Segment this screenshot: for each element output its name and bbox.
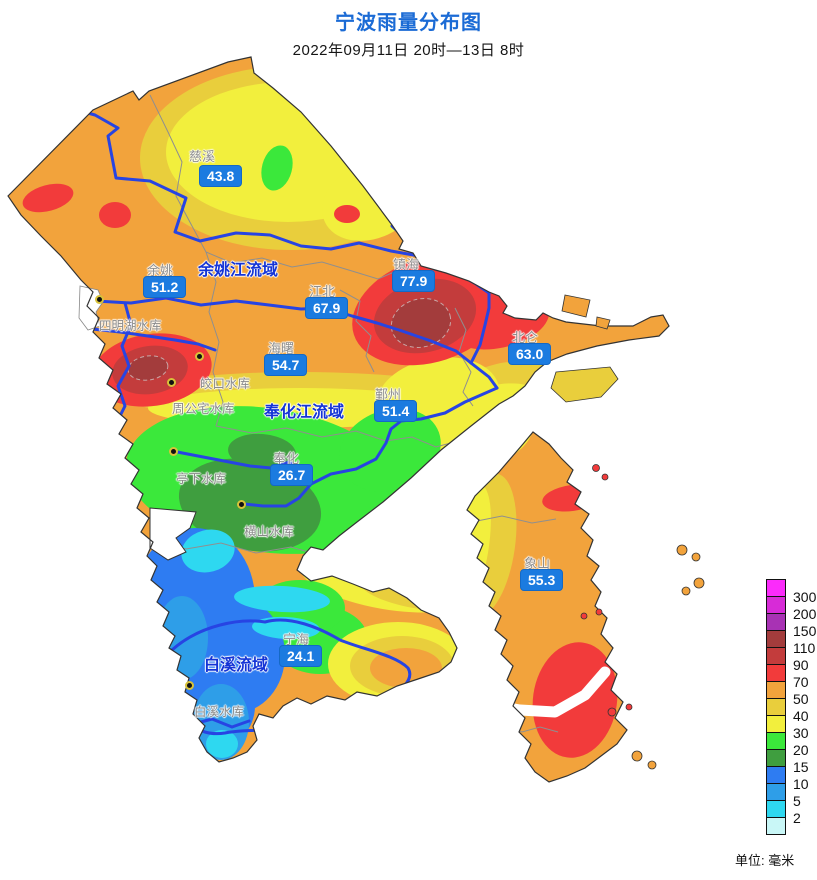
station-value-box: 51.4 [374,400,418,422]
mainland-outline [7,56,670,763]
station-name: 江北 [309,284,336,299]
legend-cell [766,715,786,733]
legend-cell [766,630,786,648]
station-name: 镇海 [393,257,420,272]
station-value-box: 55.3 [520,569,564,591]
legend-cell [766,783,786,801]
basin-label: 白溪流域 [204,657,269,674]
station-name: 慈溪 [189,149,216,164]
legend-value-label: 200 [793,606,817,622]
legend-cell [766,766,786,784]
legend-cell [766,596,786,614]
station-name: 鄞州 [375,387,402,402]
legend-value-label: 300 [793,589,817,605]
legend-cell [766,647,786,665]
legend-value-label: 2 [793,810,801,826]
legend-value-label: 15 [793,759,809,775]
legend-cell [766,749,786,767]
station-name: 海曙 [268,341,295,356]
rainfall-legend: 300 200 150 110 90 70 50 40 30 20 15 10 5 2 [766,579,817,835]
legend-cell [766,613,786,631]
basin-label: 余姚江流域 [198,262,279,279]
reservoir-label: 白溪水库 [194,705,245,719]
reservoir-dot [195,352,204,361]
reservoir-label: 周公宅水库 [172,402,235,416]
west-border-notch [149,507,197,561]
reservoir-dot [169,447,178,456]
reservoir-dot [167,378,176,387]
reservoir-dot [237,500,246,509]
station-value-box: 26.7 [270,464,314,486]
legend-cell [766,664,786,682]
legend-value-label: 150 [793,623,817,639]
legend-value-label: 90 [793,657,809,673]
legend-cell [766,732,786,750]
legend-value-label: 70 [793,674,809,690]
legend-cell [766,698,786,716]
legend-value-label: 20 [793,742,809,758]
station-value-box: 24.1 [279,645,323,667]
reservoir-dot [185,681,194,690]
station-name: 余姚 [147,263,174,278]
legend-cell [766,681,786,699]
station-value-box: 77.9 [392,270,436,292]
legend-value-label: 10 [793,776,809,792]
station-name: 北仑 [512,330,539,345]
legend-cell [766,579,786,597]
station-name: 奉化 [273,451,300,466]
station-name: 宁海 [283,632,310,647]
legend-color-scale [766,579,817,835]
station-value-box: 43.8 [199,165,243,187]
reservoir-label: 亭下水库 [176,472,227,486]
legend-cell [766,817,786,835]
station-value-box: 54.7 [264,354,308,376]
islands [550,294,705,770]
reservoir-label: 横山水库 [244,525,295,539]
legend-value-label: 30 [793,725,809,741]
station-value-box: 51.2 [143,276,187,298]
legend-value-label: 110 [793,640,816,656]
reservoir-label: 四明湖水库 [99,319,162,333]
sea-channel [472,666,611,718]
legend-value-label: 5 [793,793,801,809]
station-name: 象山 [524,556,551,571]
reservoir-label: 皎口水库 [200,377,251,391]
legend-cell [766,800,786,818]
legend-value-label: 40 [793,708,809,724]
station-value-box: 67.9 [305,297,349,319]
basin-label: 奉化江流域 [264,404,345,421]
legend-unit-label: 单位: 毫米 [735,853,795,868]
xiangshan-outline [466,431,628,783]
reservoir-dot [95,295,104,304]
legend-value-label: 50 [793,691,809,707]
station-value-box: 63.0 [508,343,552,365]
